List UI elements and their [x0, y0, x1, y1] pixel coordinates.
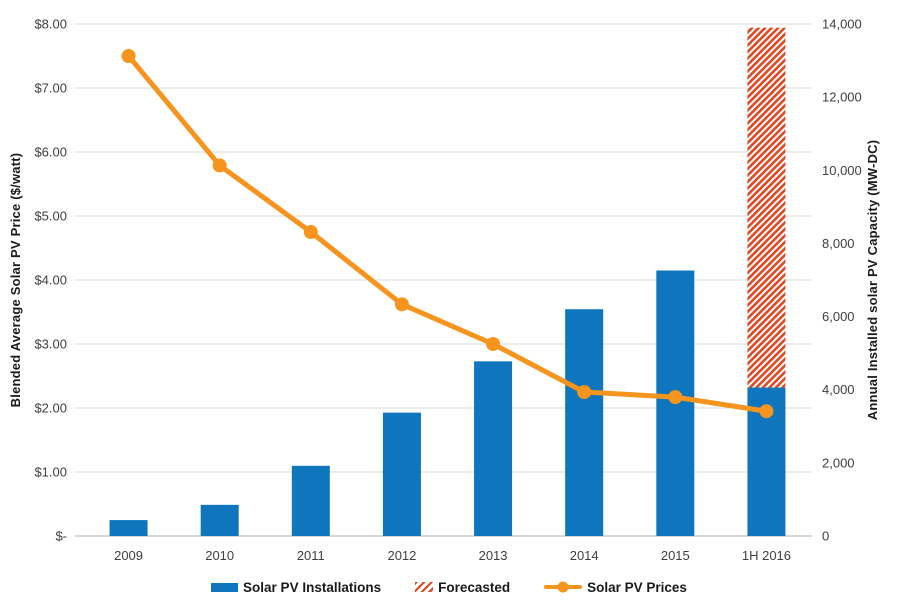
- x-axis-label: 2013: [479, 548, 508, 563]
- right-axis-ticks: 0 2,000 4,000 6,000 8,000 10,000 12,000 14,000: [822, 17, 862, 544]
- left-axis-tick: $-: [55, 529, 67, 544]
- bar-2014: [565, 309, 604, 536]
- price-line: [126, 53, 769, 414]
- price-marker-2015: [668, 390, 683, 405]
- right-axis-tick: 0: [822, 529, 829, 544]
- price-line-group: [121, 49, 774, 419]
- legend-item-installations: Solar PV Installations: [211, 580, 381, 595]
- gridlines: [75, 23, 812, 537]
- legend: Solar PV Installations Forecasted Solar …: [0, 574, 898, 600]
- right-axis-tick: 4,000: [822, 382, 855, 397]
- left-axis-tick: $8.00: [34, 17, 67, 32]
- legend-label-prices: Solar PV Prices: [587, 579, 687, 595]
- x-axis-label: 2011: [297, 548, 325, 563]
- price-marker-2009: [121, 49, 136, 63]
- price-marker-2013: [486, 337, 501, 351]
- x-axis-label: 2009: [114, 548, 143, 563]
- right-axis-tick: 6,000: [822, 309, 855, 324]
- price-marker-2011: [303, 225, 318, 239]
- x-axis-labels: 2009 2010 2011 2012 2013 2014 2015 1H 2016: [114, 548, 791, 563]
- legend-item-forecasted: Forecasted: [415, 580, 510, 595]
- x-axis-label: 2014: [570, 548, 599, 563]
- line-marker-icon: [557, 581, 569, 593]
- left-axis-ticks: $- $1.00 $2.00 $3.00 $4.00 $5.00 $6.00 $7.00 $8.…: [34, 17, 67, 544]
- price-marker-2010: [212, 158, 227, 173]
- forecast-bar-group: [747, 27, 786, 388]
- price-marker-2012: [394, 297, 409, 312]
- right-axis-tick: 14,000: [822, 17, 862, 32]
- installation-bars: [109, 270, 786, 536]
- right-axis-tick: 2,000: [822, 455, 855, 470]
- price-marker-2014: [577, 385, 592, 399]
- left-axis-title: Blended Average Solar PV Price ($/watt): [8, 153, 23, 408]
- left-axis-tick: $1.00: [34, 465, 67, 480]
- right-axis-tick: 10,000: [822, 163, 862, 178]
- legend-label-forecasted: Forecasted: [438, 579, 511, 595]
- right-axis-tick: 12,000: [822, 90, 862, 105]
- bar-2012: [382, 412, 421, 536]
- x-axis-label: 2015: [661, 548, 690, 563]
- bar-2011: [291, 465, 330, 536]
- legend-item-prices: Solar PV Prices: [544, 580, 687, 595]
- left-axis-tick: $4.00: [34, 273, 67, 288]
- hatch-swatch-icon: [415, 582, 434, 592]
- left-axis-tick: $5.00: [34, 209, 67, 224]
- x-axis-label: 2010: [205, 548, 234, 563]
- line-swatch-icon: [544, 581, 583, 593]
- right-axis-tick: 8,000: [822, 236, 855, 251]
- bar-2010: [200, 504, 239, 536]
- legend-label-installations: Solar PV Installations: [243, 579, 382, 595]
- left-axis-tick: $3.00: [34, 337, 67, 352]
- x-axis-label: 2012: [387, 548, 416, 563]
- bar-2009: [109, 520, 148, 536]
- left-axis-tick: $7.00: [34, 81, 67, 96]
- bar-swatch-icon: [211, 582, 239, 592]
- left-axis-tick: $6.00: [34, 145, 67, 160]
- x-axis-label: 1H 2016: [742, 548, 791, 563]
- price-marker-1h-2016: [759, 404, 774, 419]
- left-axis-tick: $2.00: [34, 401, 67, 416]
- right-axis-title: Annual Installed solar PV Capacity (MW-D…: [865, 140, 880, 420]
- forecast-bar: [747, 27, 786, 388]
- bar-2013: [474, 361, 513, 536]
